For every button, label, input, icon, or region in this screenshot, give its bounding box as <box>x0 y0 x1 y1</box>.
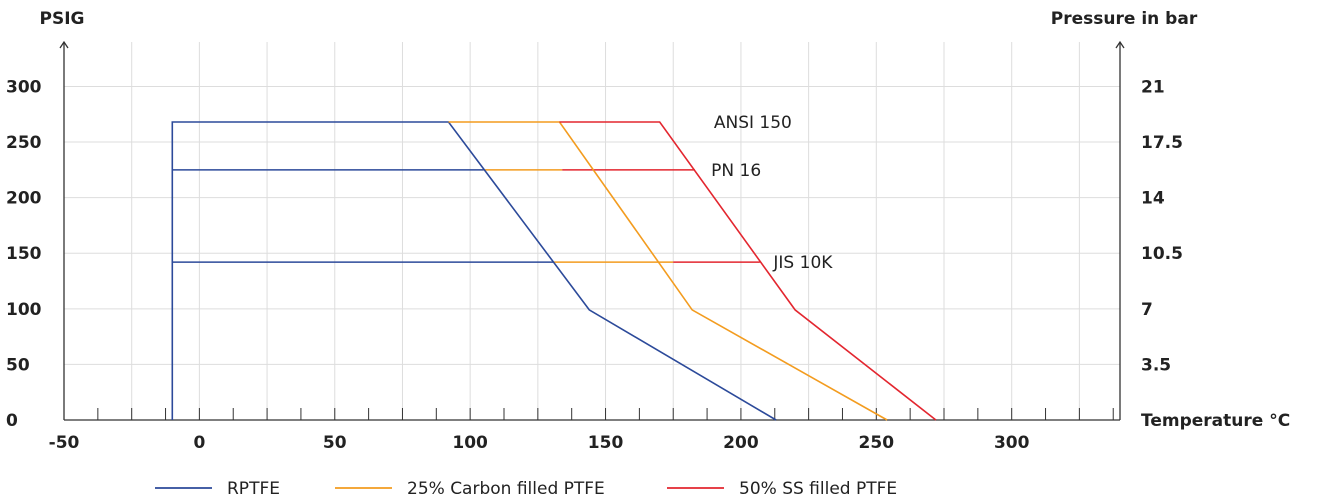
left-axis-arrow-icon <box>59 40 69 49</box>
right-axis-arrow-icon <box>1115 40 1125 49</box>
left-y-tick-label: 100 <box>6 300 42 320</box>
right-y-tick-label: 7 <box>1141 300 1153 320</box>
x-tick-label: 300 <box>994 433 1030 453</box>
x-tick-label: 0 <box>193 433 205 453</box>
right-y-tick-label: 10.5 <box>1141 244 1183 264</box>
legend: RPTFE 25% Carbon filled PTFE 50% SS filled… <box>155 479 897 499</box>
limit-line-label: JIS 10K <box>772 253 833 273</box>
series-line <box>171 121 777 421</box>
right-axis-title: Pressure in bar <box>1051 9 1198 29</box>
right-y-tick-label: 21 <box>1141 77 1165 97</box>
right-y-tick-label: 14 <box>1141 189 1165 209</box>
legend-label: RPTFE <box>227 479 280 499</box>
annotations: ANSI 150 PN 16 JIS 10K <box>711 113 833 273</box>
x-tick-label: 250 <box>859 433 895 453</box>
series-line <box>448 121 888 421</box>
right-y-tick-label: 17.5 <box>1141 133 1183 153</box>
x-tick-label: 100 <box>452 433 488 453</box>
series-line <box>559 121 937 421</box>
axes <box>59 40 1125 421</box>
grid <box>64 42 1120 420</box>
left-y-tick-label: 200 <box>6 189 42 209</box>
ticks: -50 0 50 100 150 200 250 300 0 50 100 150 200 250 300 3… <box>6 77 1183 453</box>
legend-label: 25% Carbon filled PTFE <box>407 479 605 499</box>
limit-line-label: ANSI 150 <box>714 113 792 133</box>
right-y-tick-label: 3.5 <box>1141 355 1171 375</box>
left-axis-title: PSIG <box>40 9 85 29</box>
legend-label: 50% SS filled PTFE <box>739 479 897 499</box>
x-tick-label: 150 <box>588 433 624 453</box>
limit-line-label: PN 16 <box>711 161 761 181</box>
x-tick-label: 50 <box>323 433 347 453</box>
axis-labels: PSIG Pressure in bar Temperature °C <box>40 9 1291 431</box>
x-tick-label: 200 <box>723 433 759 453</box>
left-y-tick-label: 250 <box>6 133 42 153</box>
left-y-tick-label: 300 <box>6 77 42 97</box>
left-y-tick-label: 50 <box>6 355 30 375</box>
curves <box>171 121 937 421</box>
left-y-tick-label: 150 <box>6 244 42 264</box>
x-axis-title: Temperature °C <box>1141 411 1290 431</box>
left-y-tick-label: 0 <box>6 411 18 431</box>
x-tick-label: -50 <box>49 433 80 453</box>
